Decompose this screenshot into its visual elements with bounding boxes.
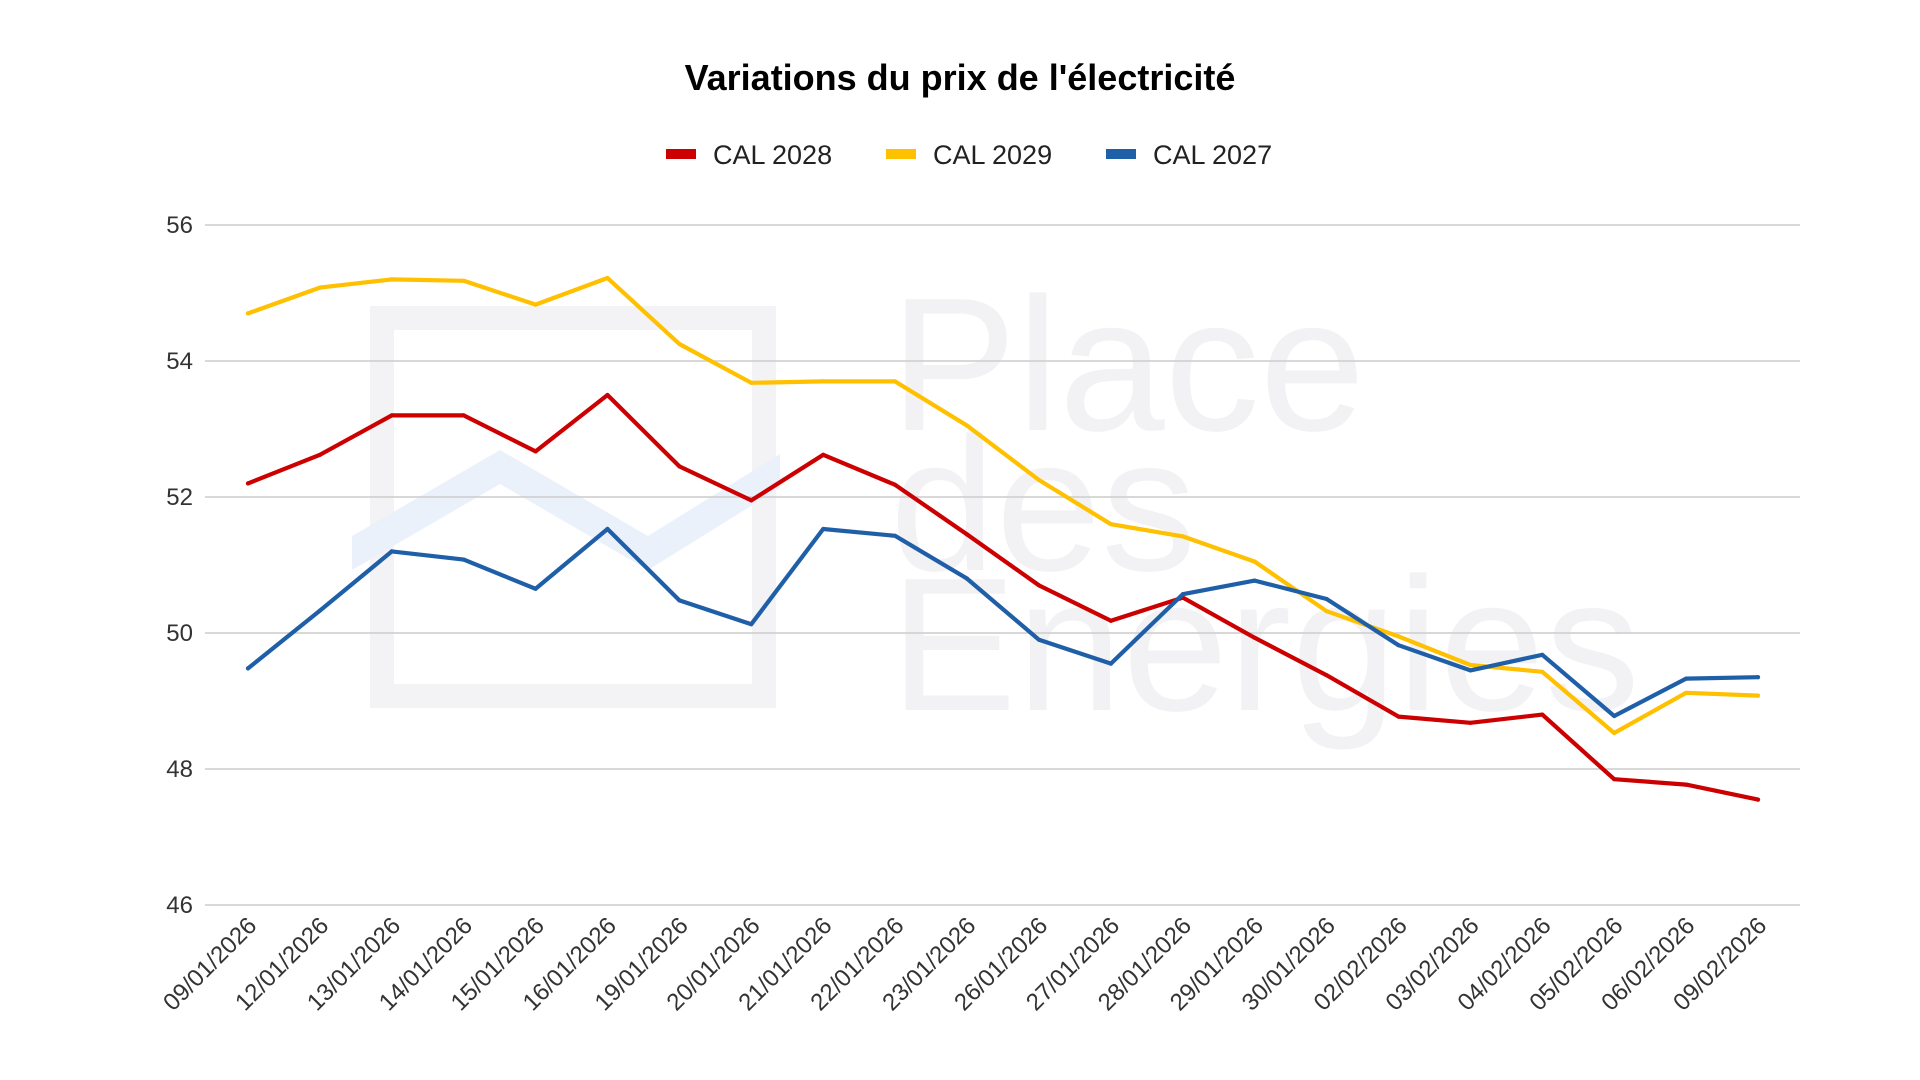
y-tick-label: 46 [166,892,193,919]
data-point [461,278,466,283]
x-axis-ticks: 09/01/202612/01/202613/01/202614/01/2026… [158,912,1772,1016]
watermark-logo: Place des Energies [352,259,1640,751]
data-point [1108,661,1113,666]
legend-swatch [666,149,696,159]
data-point [533,449,538,454]
data-point [1468,720,1473,725]
data-point [533,302,538,307]
data-point [893,533,898,538]
series-line [245,392,1761,802]
data-point [821,379,826,384]
data-point [1612,713,1617,719]
data-point [1755,693,1761,698]
data-point [1468,668,1473,673]
data-point [893,379,898,384]
data-point [1108,522,1113,527]
legend-label: CAL 2029 [933,140,1052,170]
gridlines [205,224,1800,906]
y-tick-label: 56 [166,212,193,239]
data-point [1396,634,1401,639]
data-point [1180,592,1185,597]
data-point [317,608,322,613]
data-point [1396,643,1401,648]
data-point [964,532,970,537]
data-point [1036,637,1042,642]
chart-title: Variations du prix de l'électricité [685,57,1236,98]
data-point [461,413,466,418]
data-point [1612,730,1617,736]
data-point [461,557,466,562]
legend: CAL 2028 CAL 2029 CAL 2027 [666,140,1272,170]
series-cal-2027 [245,526,1761,719]
data-point [821,526,826,532]
data-point [1324,596,1329,602]
data-point [389,549,394,554]
data-point [245,481,251,486]
data-point [749,380,754,385]
y-tick-label: 52 [166,484,193,511]
series-cal-2029 [245,275,1761,736]
series-line [245,275,1761,736]
data-point [964,423,970,428]
data-point [677,598,682,603]
legend-item: CAL 2028 [666,140,832,170]
legend-item: CAL 2027 [1106,140,1272,170]
y-tick-label: 50 [166,620,193,647]
watermark-chevron [352,450,780,570]
series-cal-2028 [245,392,1761,802]
data-point [677,464,682,469]
data-point [1468,662,1473,668]
data-point [677,341,682,347]
y-tick-label: 48 [166,756,193,783]
data-point [245,666,251,671]
data-point [1252,635,1257,640]
data-point [1180,534,1185,539]
legend-label: CAL 2027 [1153,140,1272,170]
data-point [1684,690,1689,695]
data-point [317,452,322,457]
data-point [1396,714,1401,719]
legend-swatch [886,149,916,159]
data-point [1755,797,1761,802]
data-point [1540,712,1545,717]
data-point [1540,669,1545,674]
data-point [1324,609,1329,614]
data-point [389,413,394,418]
y-axis-ticks: 46 48 50 52 54 56 [166,212,193,919]
data-point [605,275,610,281]
data-point [1684,676,1689,681]
data-point [245,311,251,316]
y-tick-label: 54 [166,348,193,375]
watermark-line-1: Place [890,259,1365,471]
data-point [1755,675,1761,680]
data-point [605,392,610,398]
data-point [605,526,610,532]
legend-label: CAL 2028 [713,140,832,170]
watermark-frame [370,306,776,708]
data-point [1108,618,1113,623]
series-lines [245,275,1761,802]
series-line [245,526,1761,719]
data-point [1684,782,1689,787]
data-point [893,482,898,487]
data-point [1324,673,1329,678]
data-point [964,576,970,581]
data-point [749,622,754,627]
watermark-line-2: des [890,399,1196,611]
data-point [821,452,826,457]
data-point [1036,583,1042,588]
data-point [389,277,394,282]
data-point [1036,477,1042,483]
data-point [533,586,538,591]
legend-swatch [1106,149,1136,159]
data-point [1612,777,1617,782]
data-point [317,285,322,290]
data-point [749,498,754,503]
data-point [1252,578,1257,583]
legend-item: CAL 2029 [886,140,1052,170]
data-point [1252,559,1257,564]
data-point [1540,652,1545,657]
